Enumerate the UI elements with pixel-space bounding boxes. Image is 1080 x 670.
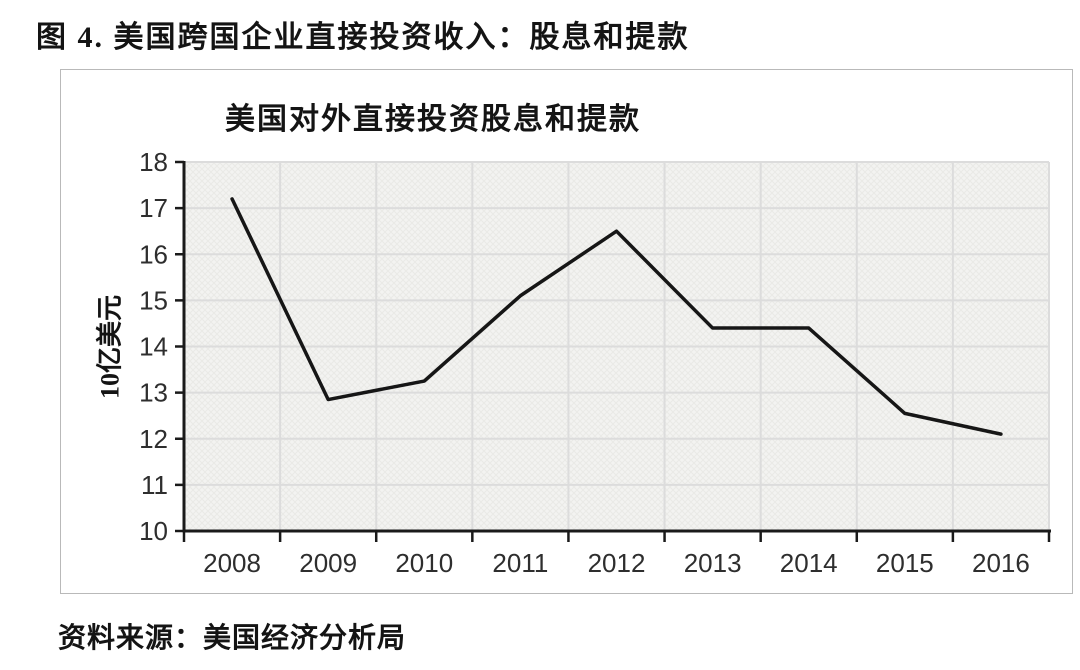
x-axis-tick-label: 2015	[876, 548, 934, 578]
y-axis-tick-label: 15	[139, 285, 168, 315]
source-note: 资料来源：美国经济分析局	[58, 623, 407, 654]
x-axis-tick-label: 2012	[588, 548, 646, 578]
y-axis-tick-label: 14	[139, 332, 168, 362]
data-series-line	[230, 197, 1003, 436]
y-axis-tick-label: 17	[139, 193, 168, 223]
chart-container: 10 11 12 13 14 15 16 17 18 2008 2009 2010 2011 2012 20…	[60, 69, 1073, 594]
y-axis-label: 10亿美元	[95, 294, 125, 400]
x-axis-tick-label: 2011	[492, 548, 548, 578]
chart-title: 美国对外直接投资股息和提款	[225, 103, 641, 136]
x-axis-tick-label: 2010	[395, 548, 453, 578]
x-axis-tick-label: 2014	[780, 548, 838, 578]
x-axis-tick-label: 2013	[684, 548, 742, 578]
y-axis-tick-label: 11	[141, 470, 168, 500]
x-axis-tick-label: 2008	[203, 548, 261, 578]
x-axis-tick-label: 2016	[972, 548, 1030, 578]
y-axis-tick-label: 18	[139, 147, 168, 177]
y-axis-tick-label: 12	[139, 424, 168, 454]
x-axis-tick-label: 2009	[299, 548, 357, 578]
y-axis-tick-label: 13	[139, 378, 168, 408]
y-axis-tick-label: 10	[139, 516, 168, 546]
figure-title: 图 4. 美国跨国企业直接投资收入：股息和提款	[36, 21, 690, 54]
line-chart: 10 11 12 13 14 15 16 17 18 2008 2009 2010 2011 2012 20…	[139, 147, 1051, 578]
y-axis-tick-label: 16	[139, 239, 168, 269]
